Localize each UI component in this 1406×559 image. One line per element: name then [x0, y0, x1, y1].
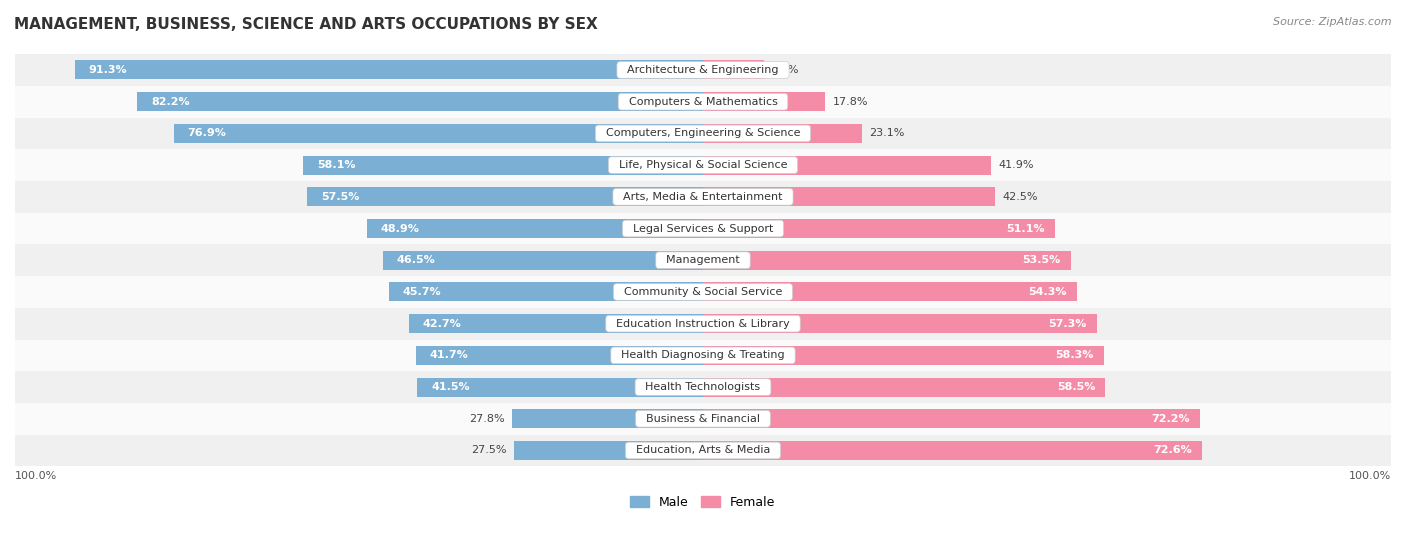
Bar	[703, 219, 1054, 238]
Text: Health Diagnosing & Treating: Health Diagnosing & Treating	[614, 350, 792, 361]
Bar	[174, 124, 703, 143]
Text: 41.9%: 41.9%	[998, 160, 1033, 170]
Bar	[138, 92, 703, 111]
Text: 76.9%: 76.9%	[187, 129, 226, 139]
Bar	[15, 54, 1391, 86]
Text: 27.8%: 27.8%	[470, 414, 505, 424]
Text: Legal Services & Support: Legal Services & Support	[626, 224, 780, 234]
Bar	[703, 60, 763, 79]
Bar	[15, 435, 1391, 466]
Text: 46.5%: 46.5%	[396, 255, 436, 265]
Text: 27.5%: 27.5%	[471, 446, 508, 456]
Bar	[703, 155, 991, 174]
Bar	[703, 251, 1071, 270]
Bar	[703, 377, 1105, 396]
Legend: Male, Female: Male, Female	[626, 491, 780, 514]
Text: Education, Arts & Media: Education, Arts & Media	[628, 446, 778, 456]
Bar	[367, 219, 703, 238]
Text: MANAGEMENT, BUSINESS, SCIENCE AND ARTS OCCUPATIONS BY SEX: MANAGEMENT, BUSINESS, SCIENCE AND ARTS O…	[14, 17, 598, 32]
Bar	[15, 276, 1391, 308]
Text: 41.5%: 41.5%	[432, 382, 470, 392]
Text: Arts, Media & Entertainment: Arts, Media & Entertainment	[616, 192, 790, 202]
Text: Education Instruction & Library: Education Instruction & Library	[609, 319, 797, 329]
Text: 42.5%: 42.5%	[1002, 192, 1038, 202]
Bar	[75, 60, 703, 79]
Bar	[15, 86, 1391, 117]
Text: 54.3%: 54.3%	[1028, 287, 1066, 297]
Bar	[15, 244, 1391, 276]
Text: Business & Financial: Business & Financial	[638, 414, 768, 424]
Text: 91.3%: 91.3%	[89, 65, 127, 75]
Text: 82.2%: 82.2%	[152, 97, 190, 107]
Bar	[388, 282, 703, 301]
Text: Computers & Mathematics: Computers & Mathematics	[621, 97, 785, 107]
Text: 45.7%: 45.7%	[402, 287, 441, 297]
Bar	[703, 187, 995, 206]
Bar	[703, 346, 1104, 365]
Text: 100.0%: 100.0%	[15, 471, 58, 481]
Text: 72.6%: 72.6%	[1153, 446, 1192, 456]
Bar	[382, 251, 703, 270]
Bar	[418, 377, 703, 396]
Bar	[703, 282, 1077, 301]
Bar	[703, 441, 1202, 460]
Text: 8.8%: 8.8%	[770, 65, 799, 75]
Text: Life, Physical & Social Science: Life, Physical & Social Science	[612, 160, 794, 170]
Text: 53.5%: 53.5%	[1022, 255, 1060, 265]
Text: Community & Social Service: Community & Social Service	[617, 287, 789, 297]
Bar	[15, 181, 1391, 212]
Text: 23.1%: 23.1%	[869, 129, 904, 139]
Bar	[15, 371, 1391, 403]
Bar	[409, 314, 703, 333]
Bar	[15, 339, 1391, 371]
Text: 58.1%: 58.1%	[316, 160, 356, 170]
Bar	[513, 441, 703, 460]
Bar	[15, 212, 1391, 244]
Text: 57.3%: 57.3%	[1049, 319, 1087, 329]
Text: 17.8%: 17.8%	[832, 97, 868, 107]
Text: 48.9%: 48.9%	[381, 224, 419, 234]
Bar	[15, 149, 1391, 181]
Text: Health Technologists: Health Technologists	[638, 382, 768, 392]
Bar	[512, 409, 703, 428]
Bar	[308, 187, 703, 206]
Bar	[304, 155, 703, 174]
Bar	[703, 409, 1199, 428]
Text: 51.1%: 51.1%	[1005, 224, 1045, 234]
Text: 72.2%: 72.2%	[1150, 414, 1189, 424]
Bar	[15, 117, 1391, 149]
Bar	[703, 314, 1097, 333]
Bar	[15, 403, 1391, 435]
Text: 58.5%: 58.5%	[1057, 382, 1095, 392]
Text: 57.5%: 57.5%	[321, 192, 360, 202]
Text: Architecture & Engineering: Architecture & Engineering	[620, 65, 786, 75]
Text: Management: Management	[659, 255, 747, 265]
Bar	[416, 346, 703, 365]
Bar	[15, 308, 1391, 339]
Text: 42.7%: 42.7%	[423, 319, 461, 329]
Text: 58.3%: 58.3%	[1056, 350, 1094, 361]
Bar	[703, 124, 862, 143]
Text: 100.0%: 100.0%	[1348, 471, 1391, 481]
Text: Source: ZipAtlas.com: Source: ZipAtlas.com	[1274, 17, 1392, 27]
Bar	[703, 92, 825, 111]
Text: Computers, Engineering & Science: Computers, Engineering & Science	[599, 129, 807, 139]
Text: 41.7%: 41.7%	[430, 350, 468, 361]
